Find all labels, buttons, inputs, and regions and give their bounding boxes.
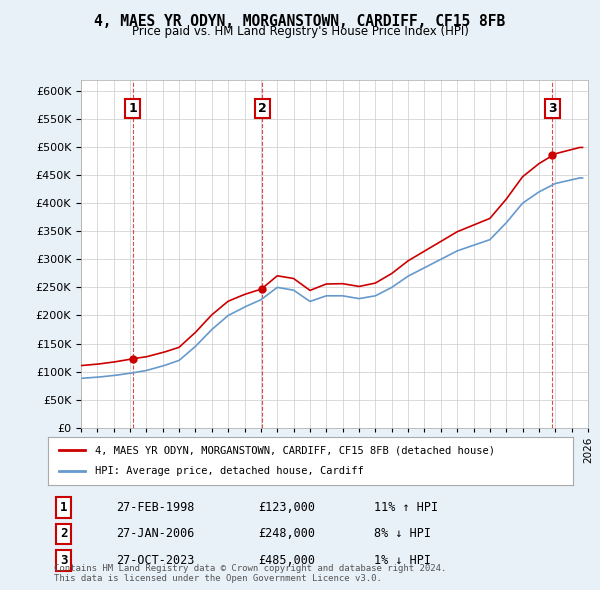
Text: 27-JAN-2006: 27-JAN-2006 <box>116 527 194 540</box>
Text: 1: 1 <box>128 102 137 116</box>
Text: £123,000: £123,000 <box>258 501 315 514</box>
Text: 3: 3 <box>60 554 67 567</box>
Text: 2: 2 <box>60 527 67 540</box>
Text: 4, MAES YR ODYN, MORGANSTOWN, CARDIFF, CF15 8FB (detached house): 4, MAES YR ODYN, MORGANSTOWN, CARDIFF, C… <box>95 445 495 455</box>
Text: 27-OCT-2023: 27-OCT-2023 <box>116 554 194 567</box>
Text: 4, MAES YR ODYN, MORGANSTOWN, CARDIFF, CF15 8FB: 4, MAES YR ODYN, MORGANSTOWN, CARDIFF, C… <box>94 14 506 28</box>
Text: £248,000: £248,000 <box>258 527 315 540</box>
Text: HPI: Average price, detached house, Cardiff: HPI: Average price, detached house, Card… <box>95 467 364 477</box>
Text: 1% ↓ HPI: 1% ↓ HPI <box>373 554 431 567</box>
Text: 2: 2 <box>257 102 266 116</box>
Text: 1: 1 <box>60 501 67 514</box>
Text: 27-FEB-1998: 27-FEB-1998 <box>116 501 194 514</box>
Text: 11% ↑ HPI: 11% ↑ HPI <box>373 501 437 514</box>
Text: 8% ↓ HPI: 8% ↓ HPI <box>373 527 431 540</box>
Text: 3: 3 <box>548 102 557 116</box>
Text: Price paid vs. HM Land Registry's House Price Index (HPI): Price paid vs. HM Land Registry's House … <box>131 25 469 38</box>
Text: Contains HM Land Registry data © Crown copyright and database right 2024.
This d: Contains HM Land Registry data © Crown c… <box>54 563 446 583</box>
Text: £485,000: £485,000 <box>258 554 315 567</box>
